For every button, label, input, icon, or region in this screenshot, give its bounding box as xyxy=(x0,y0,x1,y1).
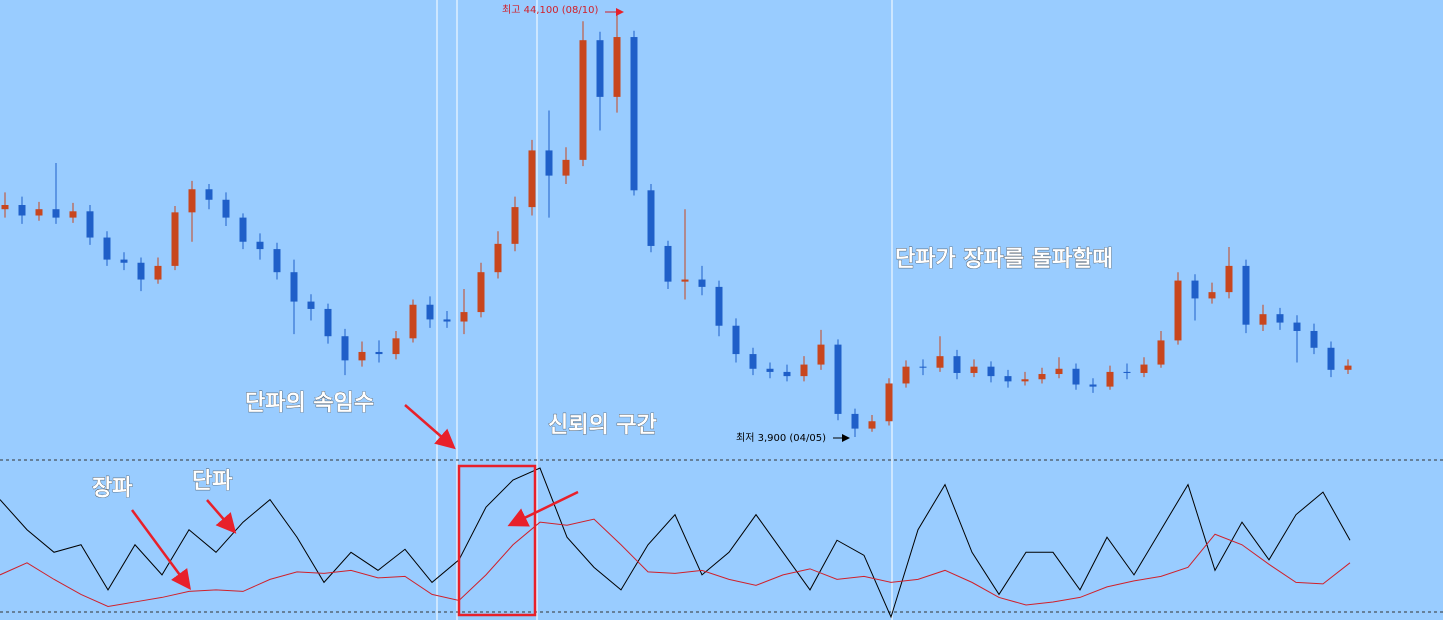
candle-body xyxy=(1123,371,1131,373)
candle-body xyxy=(528,150,536,208)
candles xyxy=(1,15,1352,437)
panel-separators xyxy=(0,459,1443,613)
candle-body xyxy=(222,199,230,218)
candle-body xyxy=(1038,374,1046,380)
candle-body xyxy=(868,421,876,429)
candle-body xyxy=(35,209,43,216)
candle-body xyxy=(1242,265,1250,325)
candle-body xyxy=(1259,314,1267,325)
candle-body xyxy=(375,351,383,355)
candle-body xyxy=(647,190,655,246)
candle-body xyxy=(766,368,774,372)
candle-body xyxy=(800,364,808,377)
candle-body xyxy=(171,212,179,266)
candle-body xyxy=(1293,322,1301,331)
candle-body xyxy=(256,241,264,250)
candle-body xyxy=(324,308,332,337)
candle-body xyxy=(443,319,451,322)
candle-body xyxy=(1055,368,1063,375)
legend-short: 단파 xyxy=(192,469,233,494)
candle-body xyxy=(732,325,740,355)
candle-body xyxy=(477,272,485,313)
candle-body xyxy=(681,279,689,282)
candle-body xyxy=(1327,347,1335,370)
candle-body xyxy=(851,413,859,429)
candle-body xyxy=(579,40,587,160)
candle-body xyxy=(1191,280,1199,299)
candle-body xyxy=(239,217,247,242)
candle-body xyxy=(562,159,570,176)
candle-body xyxy=(69,211,77,218)
annotation: 단파가 장파를 돌파할때 xyxy=(895,247,1113,272)
candle-body xyxy=(426,304,434,320)
candle-body xyxy=(834,344,842,414)
candle-body xyxy=(613,37,621,97)
candle-body xyxy=(1140,364,1148,373)
candle-body xyxy=(715,286,723,326)
candle-body xyxy=(1004,376,1012,382)
candle-body xyxy=(1157,340,1165,365)
candle-body xyxy=(1276,314,1284,323)
candle-body xyxy=(664,245,672,282)
candle-body xyxy=(885,383,893,422)
candle-body xyxy=(392,338,400,355)
candle-body xyxy=(358,351,366,361)
candle-body xyxy=(919,366,927,368)
legend-long: 장파 xyxy=(92,476,133,501)
candle-body xyxy=(987,366,995,377)
candle-body xyxy=(18,205,26,216)
candle-body xyxy=(698,279,706,287)
candle-body xyxy=(511,207,519,244)
low-label: 최저 3,900 (04/05) xyxy=(736,432,826,444)
candle-body xyxy=(1089,384,1097,387)
candle-body xyxy=(341,336,349,361)
candle-body xyxy=(1225,265,1233,293)
candle-body xyxy=(936,356,944,368)
candle-body xyxy=(596,40,604,97)
arrows xyxy=(130,404,579,617)
candle-body xyxy=(1,205,9,210)
candle-body xyxy=(902,366,910,384)
candle-body xyxy=(817,344,825,365)
candle-body xyxy=(1174,280,1182,341)
candle-body xyxy=(494,243,502,273)
high-label: 최고 44,100 (08/10) xyxy=(502,4,598,16)
candle-body xyxy=(86,211,94,238)
indicator-line xyxy=(0,518,1351,607)
candle-body xyxy=(120,259,128,263)
indicator-lines xyxy=(0,467,1351,619)
candle-body xyxy=(1310,330,1318,348)
candle-body xyxy=(630,37,638,191)
candle-body xyxy=(154,265,162,280)
candle-body xyxy=(52,209,60,218)
candle-body xyxy=(1106,371,1114,387)
candle-body xyxy=(783,371,791,377)
candle-body xyxy=(545,150,553,176)
candle-body xyxy=(137,262,145,280)
annotation: 신뢰의 구간 xyxy=(548,413,657,438)
candle-body xyxy=(205,189,213,200)
indicator-line xyxy=(0,467,1351,619)
candle-body xyxy=(749,354,757,369)
candle-body xyxy=(1344,365,1352,370)
candle-body xyxy=(307,301,315,309)
candle-body xyxy=(409,304,417,339)
candle-body xyxy=(290,272,298,302)
candle-body xyxy=(1072,368,1080,385)
candle-body xyxy=(103,237,111,260)
vertical-guides xyxy=(436,0,893,620)
candle-body xyxy=(273,249,281,273)
candle-body xyxy=(970,366,978,373)
candle-body xyxy=(1208,292,1216,299)
candle-body xyxy=(1021,379,1029,382)
candle-body xyxy=(188,189,196,213)
candle-body xyxy=(953,356,961,373)
candle-body xyxy=(460,312,468,322)
annotation: 단파의 속임수 xyxy=(245,391,374,416)
